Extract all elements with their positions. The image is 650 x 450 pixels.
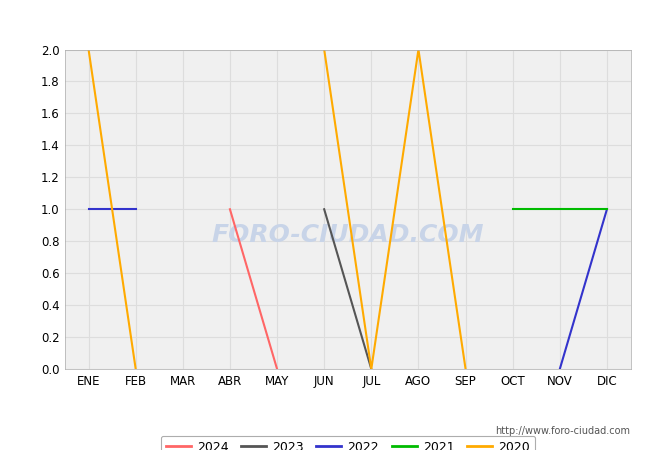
Text: Matriculaciones de Vehiculos en Secastilla: Matriculaciones de Vehiculos en Secastil… [127,16,523,34]
Text: FORO-CIUDAD.COM: FORO-CIUDAD.COM [211,223,484,247]
Text: http://www.foro-ciudad.com: http://www.foro-ciudad.com [495,427,630,436]
Legend: 2024, 2023, 2022, 2021, 2020: 2024, 2023, 2022, 2021, 2020 [161,436,535,450]
